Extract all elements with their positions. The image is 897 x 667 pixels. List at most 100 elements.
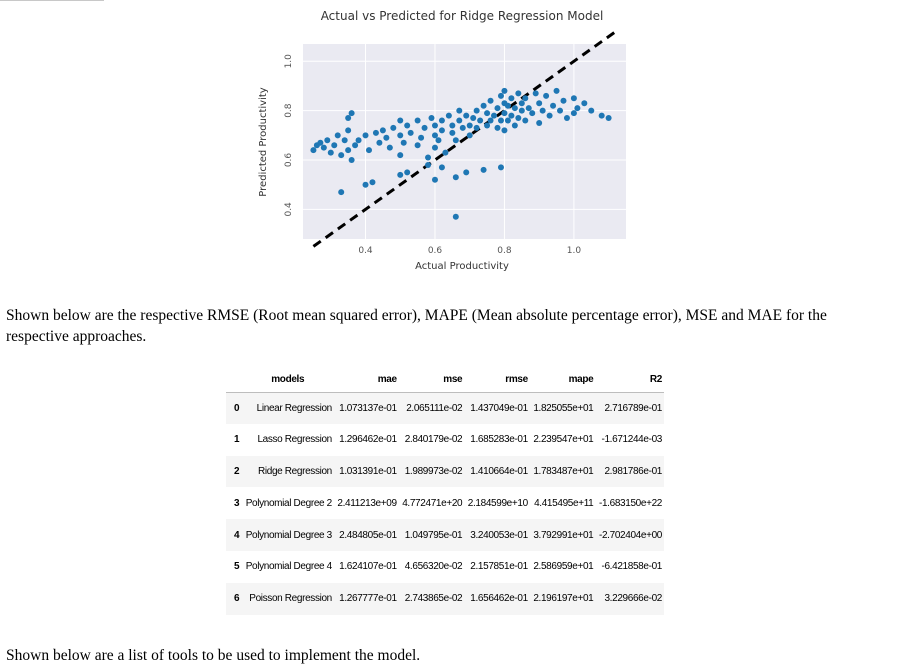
data-point: [334, 132, 341, 139]
cell-rmse: 2.184599e+10: [467, 497, 528, 509]
cell-mae: 1.031391e-01: [339, 465, 397, 477]
data-point: [508, 112, 515, 119]
data-point: [397, 171, 404, 178]
cell-r2: 3.229666e-02: [604, 593, 662, 605]
data-point: [372, 129, 379, 136]
data-point: [348, 157, 355, 164]
description-paragraph: Shown below are the respective RMSE (Roo…: [6, 307, 827, 345]
data-point: [501, 127, 508, 134]
data-point: [560, 97, 567, 104]
tools-intro-paragraph: Shown below are a list of tools to be us…: [6, 647, 421, 664]
cell-mse: 1.049795e-01: [404, 529, 463, 541]
data-point: [497, 164, 504, 171]
data-point: [515, 90, 522, 97]
data-point: [504, 102, 511, 109]
data-point: [428, 115, 435, 122]
data-point: [438, 164, 445, 171]
y-tick-label: 1.0: [284, 54, 294, 69]
data-point: [397, 152, 404, 159]
data-point: [543, 92, 550, 99]
x-axis-label: Actual Productivity: [415, 261, 509, 272]
column-header-mse: mse: [398, 367, 465, 393]
data-point: [605, 115, 612, 122]
data-point: [480, 102, 487, 109]
data-point: [546, 112, 553, 119]
cell-mse: 4.772471e+20: [402, 497, 463, 509]
row-index: 4: [234, 529, 240, 541]
x-tick-label: 0.8: [497, 246, 512, 256]
data-point: [390, 124, 397, 131]
cell-mape: 4.415495e+11: [534, 497, 594, 509]
x-tick-label: 0.4: [358, 246, 373, 256]
y-tick-label: 0.6: [284, 153, 294, 168]
data-point: [425, 154, 432, 161]
data-point: [376, 139, 383, 146]
data-point: [338, 152, 345, 159]
cell-mape: 2.196197e+01: [533, 593, 594, 605]
data-point: [518, 107, 525, 114]
data-point: [477, 117, 484, 124]
column-header-models: models: [241, 367, 334, 393]
cell-mae: 2.484805e-01: [339, 529, 397, 541]
data-point: [421, 124, 428, 131]
data-point: [348, 110, 355, 117]
data-point: [397, 132, 404, 139]
data-point: [438, 117, 445, 124]
y-tick-labels: 0.4 0.6 0.8 1.0: [284, 54, 294, 217]
data-point: [345, 127, 352, 134]
data-point: [508, 95, 515, 102]
data-point: [536, 119, 543, 126]
data-point: [431, 144, 438, 151]
data-point: [518, 100, 525, 107]
chart-title: Actual vs Predicted for Ridge Regression…: [321, 9, 604, 23]
cell-rmse: 1.685283e-01: [470, 434, 528, 446]
data-point: [487, 97, 494, 104]
data-point: [487, 117, 494, 124]
x-tick-label: 1.0: [567, 246, 582, 256]
row-index: 6: [234, 593, 240, 605]
scatter-chart: Actual vs Predicted for Ridge Regression…: [258, 9, 626, 272]
row-index: 5: [234, 561, 240, 573]
cell-rmse: 1.410664e-01: [470, 465, 528, 477]
cell-models: Linear Regression: [256, 402, 333, 414]
data-point: [431, 132, 438, 139]
data-point: [452, 213, 459, 220]
data-point: [324, 137, 331, 144]
cell-mse: 4.656320e-02: [404, 561, 463, 573]
data-point: [536, 100, 543, 107]
cell-mape: 1.783487e+01: [533, 465, 594, 477]
data-point: [442, 149, 449, 156]
index-header: [226, 367, 242, 393]
data-point: [352, 142, 359, 149]
data-point: [511, 122, 518, 129]
data-point: [404, 122, 411, 129]
x-tick-labels: 0.4 0.6 0.8 1.0: [358, 246, 581, 256]
data-point: [563, 115, 570, 122]
cell-mse: 2.065111e-02: [406, 402, 463, 414]
data-point: [425, 161, 432, 168]
reference-line-path: [312, 30, 617, 248]
grid-lines: [303, 44, 626, 239]
table-row: 3 Polynomial Degree 2 2.411213e+09 4.772…: [226, 487, 664, 519]
data-point: [588, 107, 595, 114]
cell-mae: 1.624107e-01: [339, 561, 397, 573]
data-point: [494, 105, 501, 112]
data-point: [539, 107, 546, 114]
top-divider: [0, 0, 104, 1]
cell-mae: 2.411213e+09: [337, 497, 397, 509]
data-point: [383, 134, 390, 141]
data-point: [529, 110, 536, 117]
data-point: [570, 95, 577, 102]
data-point: [532, 90, 539, 97]
data-point: [452, 137, 459, 144]
data-point: [355, 137, 362, 144]
data-point: [345, 115, 352, 122]
cell-r2: -1.683150e+22: [598, 497, 662, 509]
data-point: [369, 179, 376, 186]
data-points: [310, 87, 612, 220]
column-header-mae: mae: [333, 367, 399, 393]
cell-mape: 3.792991e+01: [533, 529, 594, 541]
cell-r2: 2.981786e-01: [604, 465, 662, 477]
cell-rmse: 3.240053e-01: [470, 529, 528, 541]
data-point: [327, 149, 334, 156]
